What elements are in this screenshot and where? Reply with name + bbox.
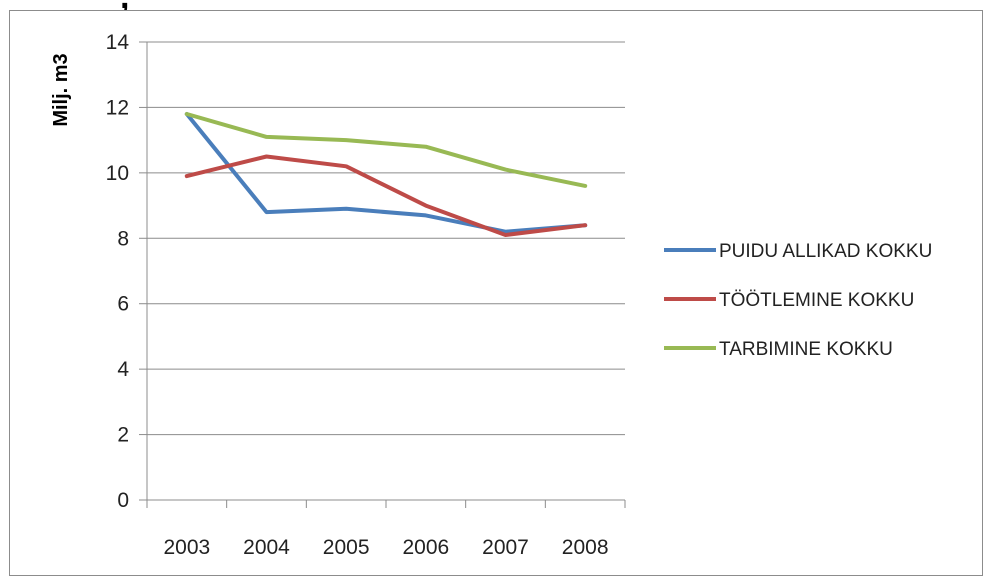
- grid-lines: [139, 41, 625, 501]
- legend-label: TARBIMINE KOKKU: [719, 339, 893, 360]
- legend-label: TÖÖTLEMINE KOKKU: [719, 290, 914, 311]
- x-tick-label: 2007: [482, 536, 529, 559]
- series-line-2: [184, 154, 588, 237]
- y-tick-labels: 0 2 4 6 8 10 12 14: [106, 31, 130, 512]
- y-tick-label: 4: [117, 358, 129, 381]
- x-tick-label: 2003: [163, 536, 210, 559]
- y-tick-label: 2: [117, 424, 129, 447]
- legend-label: PUIDU ALLIKAD KOKKU: [719, 241, 932, 262]
- series-line-3: [184, 112, 588, 188]
- y-tick-label: 8: [117, 227, 129, 250]
- chart-frame: [9, 10, 983, 576]
- y-tick-label: 10: [106, 162, 129, 185]
- y-tick-label: 12: [106, 96, 129, 119]
- series-line-1: [184, 112, 588, 234]
- x-tick-label: 2006: [402, 536, 449, 559]
- y-axis-label: Milj. m3: [50, 53, 72, 126]
- y-tick-label: 0: [117, 489, 129, 512]
- x-tick-label: 2008: [562, 536, 609, 559]
- chart-title-fragment: ,: [120, 0, 129, 17]
- series-lines: [184, 112, 588, 237]
- legend: PUIDU ALLIKAD KOKKU TÖÖTLEMINE KOKKU TARBI…: [664, 241, 932, 360]
- x-tick-label: 2005: [323, 536, 370, 559]
- x-tick-labels: 2003 2004 2005 2006 2007 2008: [163, 536, 608, 559]
- y-tick-label: 6: [117, 293, 129, 316]
- axes: [146, 42, 626, 508]
- y-tick-label: 14: [106, 31, 130, 54]
- x-tick-label: 2004: [243, 536, 290, 559]
